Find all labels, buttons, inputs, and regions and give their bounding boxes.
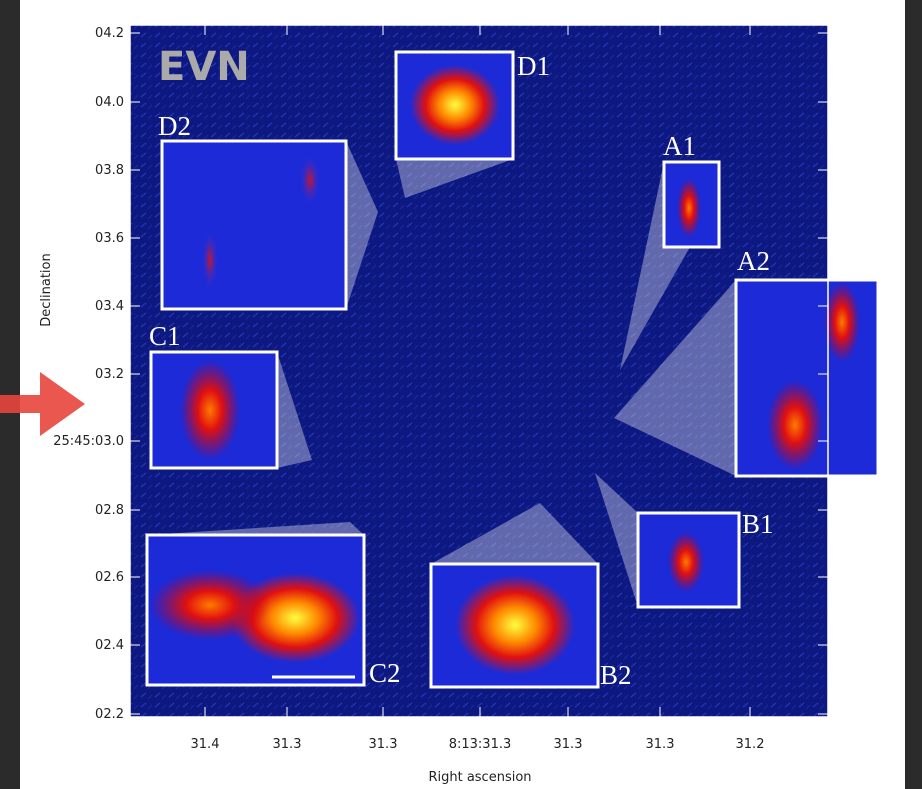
inset: B1 xyxy=(636,509,774,609)
inset: B2 xyxy=(429,562,632,690)
inset-frame xyxy=(145,533,366,687)
y-tick-label: 04.0 xyxy=(95,95,124,110)
plot-frame xyxy=(129,24,829,718)
pointer-arrow xyxy=(0,372,85,436)
inset-label: B1 xyxy=(742,509,774,539)
inset-frame xyxy=(160,139,348,311)
inset-frame xyxy=(394,50,515,161)
y-tick-label: 02.8 xyxy=(95,503,124,518)
y-tick-label: 03.6 xyxy=(95,231,124,246)
inset-label: C1 xyxy=(149,321,181,351)
inset-frame xyxy=(429,562,600,689)
x-axis-label: Right ascension xyxy=(428,770,531,785)
x-tick-label: 31.4 xyxy=(191,737,220,752)
x-tick-label: 8:13:31.3 xyxy=(449,737,512,752)
emission xyxy=(300,155,320,205)
inset: D1 xyxy=(394,50,550,161)
inset-background xyxy=(162,141,346,309)
x-tick-label: 31.3 xyxy=(369,737,398,752)
emission xyxy=(150,570,270,640)
inset: C2 xyxy=(145,533,401,688)
x-tick-label: 31.2 xyxy=(736,737,765,752)
y-tick-label: 02.2 xyxy=(95,707,124,722)
emission xyxy=(410,65,500,145)
inset: C1 xyxy=(149,321,279,470)
emission xyxy=(180,360,240,460)
inset-label: B2 xyxy=(600,660,632,690)
x-tick-label: 31.3 xyxy=(554,737,583,752)
inset-frame xyxy=(734,278,880,478)
inset-label: D1 xyxy=(517,51,550,81)
y-tick-label: 03.4 xyxy=(95,299,124,314)
y-tick-label: 25:45:03.0 xyxy=(53,434,124,449)
overlay-label: EVN xyxy=(158,44,250,90)
x-tick-label: 31.3 xyxy=(646,737,675,752)
inset-label: A2 xyxy=(737,246,770,276)
y-axis-label: Declination xyxy=(39,253,54,327)
y-tick-label: 03.2 xyxy=(95,367,124,382)
emission xyxy=(824,282,860,362)
emission xyxy=(677,178,701,238)
inset-label: C2 xyxy=(369,658,401,688)
y-tick-label: 04.2 xyxy=(95,26,124,41)
inset: A1 xyxy=(662,131,721,249)
inset: D2 xyxy=(158,111,348,311)
inset-frame xyxy=(149,350,279,470)
inset: A2 xyxy=(734,246,880,478)
x-tick-label: 31.3 xyxy=(273,737,302,752)
y-tick-label: 02.4 xyxy=(95,638,124,653)
emission xyxy=(202,230,218,290)
inset-label: D2 xyxy=(158,111,191,141)
emission xyxy=(668,532,704,592)
y-tick-label: 03.8 xyxy=(95,163,124,178)
emission xyxy=(767,380,823,470)
inset-frame xyxy=(636,511,741,609)
inset-frame xyxy=(662,160,721,249)
y-tick-label: 02.6 xyxy=(95,570,124,585)
emission xyxy=(455,575,575,675)
inset-label: A1 xyxy=(663,131,696,161)
